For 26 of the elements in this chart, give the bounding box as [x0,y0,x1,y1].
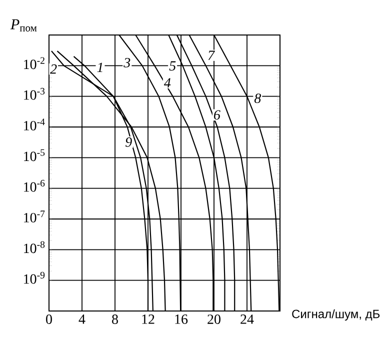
y-tick-label: 10$^{-8}$ [24,241,45,254]
x-tick-label: 16 [175,314,188,324]
series-label: 3 [124,58,130,68]
y-tick-label: 10$^{-3}$ [24,88,45,100]
series-label: 8 [254,94,262,104]
x-tick-label: 20 [208,314,220,324]
y-tick-label: 10$^{-7}$ [24,210,45,222]
y-axis-title: P$_{пом}$ [10,19,37,32]
series-label: 9 [126,137,132,147]
series-label: 1 [97,62,102,72]
series-label: 7 [208,50,216,60]
y-tick-label: 10$^{-4}$ [24,118,45,130]
y-tick-label: 10$^{-6}$ [24,180,45,192]
series-label: 4 [164,78,171,88]
x-tick-label: 0 [46,314,52,324]
series-label: 6 [214,110,220,120]
y-tick-label: 10$^{-5}$ [24,149,45,162]
x-tick-label: 8 [112,314,118,324]
x-tick-label: 12 [142,314,154,324]
series-label: 2 [50,64,57,74]
y-tick-label: 10$^{-9}$ [24,272,45,284]
series-label: 5 [169,61,176,71]
x-tick-label: 4 [78,314,86,324]
x-tick-label: 24 [240,314,254,324]
y-tick-label: 10$^{-2}$ [24,57,44,70]
x-axis-title: Сигнал/шум, дБ [292,309,380,321]
